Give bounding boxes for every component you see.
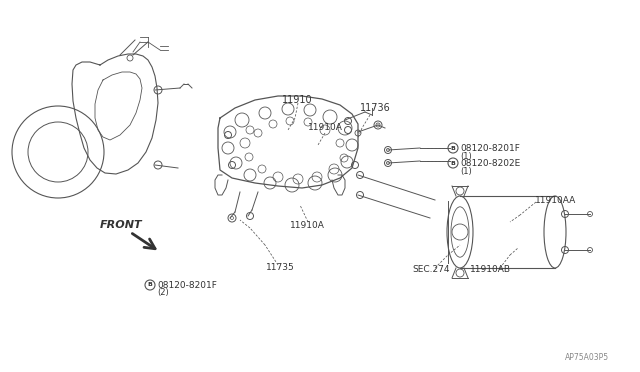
Text: AP75A03P5: AP75A03P5 [565, 353, 609, 362]
Text: 08120-8201F: 08120-8201F [157, 280, 217, 289]
Text: 08120-8201F: 08120-8201F [460, 144, 520, 153]
Text: 11910: 11910 [282, 95, 312, 105]
Text: B: B [148, 282, 152, 288]
Text: 11910A: 11910A [308, 122, 343, 131]
Text: B: B [451, 160, 456, 166]
Text: 11736: 11736 [360, 103, 391, 113]
Text: 08120-8202E: 08120-8202E [460, 158, 520, 167]
Text: B: B [451, 145, 456, 151]
Text: (1): (1) [460, 167, 472, 176]
Text: (2): (2) [157, 289, 169, 298]
Text: 11910A: 11910A [290, 221, 325, 230]
Text: (1): (1) [460, 151, 472, 160]
Text: 11910AA: 11910AA [535, 196, 576, 205]
Text: 11735: 11735 [266, 263, 295, 273]
Text: FRONT: FRONT [100, 220, 143, 230]
Text: 11910AB: 11910AB [470, 266, 511, 275]
Text: SEC.274: SEC.274 [412, 266, 449, 275]
